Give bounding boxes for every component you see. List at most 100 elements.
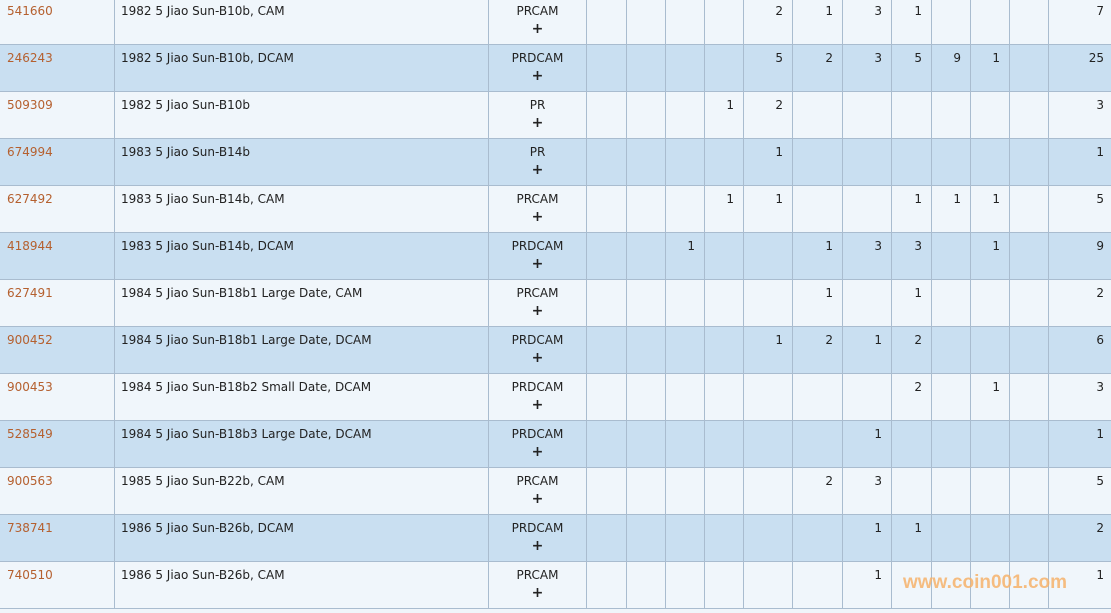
cert-id-link[interactable]: 900452 xyxy=(7,333,53,347)
total-cell: 6 xyxy=(1048,326,1111,374)
expand-plus-icon[interactable]: + xyxy=(531,209,544,225)
grade-count-cell xyxy=(586,185,627,233)
expand-plus-icon[interactable]: + xyxy=(531,538,544,554)
cert-id-link[interactable]: 738741 xyxy=(7,521,53,535)
grade-count-cell xyxy=(626,561,666,609)
grade-count-cell xyxy=(1009,279,1049,327)
expand-plus-icon[interactable]: + xyxy=(531,115,544,131)
cert-id-link[interactable]: 509309 xyxy=(7,98,53,112)
expand-plus-icon[interactable]: + xyxy=(531,397,544,413)
grade-count-cell xyxy=(586,561,627,609)
grade-count-cell xyxy=(586,232,627,280)
grade-count-cell xyxy=(970,91,1010,139)
cert-id-link[interactable]: 740510 xyxy=(7,568,53,582)
grade-count-cell: 1 xyxy=(704,185,744,233)
grade-count-cell xyxy=(1009,138,1049,186)
expand-plus-icon[interactable]: + xyxy=(531,491,544,507)
cert-id-link[interactable]: 627491 xyxy=(7,286,53,300)
grade-count-cell xyxy=(665,561,705,609)
grade-count-cell xyxy=(842,138,892,186)
total-cell: 9 xyxy=(1048,232,1111,280)
description-cell: 1982 5 Jiao Sun-B10b xyxy=(114,91,489,139)
cert-id-cell: 627491 xyxy=(0,279,115,327)
expand-plus-icon[interactable]: + xyxy=(531,21,544,37)
grade-count-cell: 1 xyxy=(665,232,705,280)
grade-count-cell xyxy=(665,467,705,515)
grade-count-cell: 1 xyxy=(970,185,1010,233)
grade-count-cell xyxy=(792,514,843,562)
expand-plus-icon[interactable]: + xyxy=(531,585,544,601)
grade-count-cell: 1 xyxy=(842,561,892,609)
grade-count-cell xyxy=(792,561,843,609)
grade-count-cell xyxy=(792,420,843,468)
grade-count-cell xyxy=(970,0,1010,45)
grade-count-cell xyxy=(891,561,932,609)
grade-count-cell xyxy=(970,326,1010,374)
expand-plus-icon[interactable]: + xyxy=(531,162,544,178)
grade-count-cell xyxy=(586,373,627,421)
designation-cell: PRDCAM + xyxy=(488,44,587,92)
description-cell: 1984 5 Jiao Sun-B18b2 Small Date, DCAM xyxy=(114,373,489,421)
designation-cell: PRCAM + xyxy=(488,467,587,515)
grade-count-cell: 2 xyxy=(792,326,843,374)
cert-id-link[interactable]: 900563 xyxy=(7,474,53,488)
cert-id-link[interactable]: 541660 xyxy=(7,4,53,18)
grade-count-cell: 3 xyxy=(842,44,892,92)
total-cell: 2 xyxy=(1048,279,1111,327)
cert-id-cell: 900563 xyxy=(0,467,115,515)
description-cell: 1984 5 Jiao Sun-B18b1 Large Date, DCAM xyxy=(114,326,489,374)
grade-count-cell xyxy=(665,420,705,468)
description-cell: 1984 5 Jiao Sun-B18b3 Large Date, DCAM xyxy=(114,420,489,468)
grade-count-cell xyxy=(704,373,744,421)
total-cell: 1 xyxy=(1048,561,1111,609)
grade-count-cell xyxy=(626,420,666,468)
grade-count-cell xyxy=(931,91,971,139)
grade-count-cell: 1 xyxy=(792,232,843,280)
cert-id-cell: 418944 xyxy=(0,232,115,280)
grade-count-cell xyxy=(665,326,705,374)
table-row: 528549 1984 5 Jiao Sun-B18b3 Large Date, … xyxy=(0,420,1111,468)
grade-count-cell xyxy=(970,467,1010,515)
grade-count-cell xyxy=(792,91,843,139)
grade-count-cell xyxy=(626,232,666,280)
grade-count-cell xyxy=(743,420,793,468)
grade-count-cell: 1 xyxy=(970,373,1010,421)
cert-id-link[interactable]: 900453 xyxy=(7,380,53,394)
grade-count-cell xyxy=(626,138,666,186)
grade-count-cell xyxy=(704,279,744,327)
cert-id-link[interactable]: 627492 xyxy=(7,192,53,206)
designation-label: PRDCAM xyxy=(511,51,564,65)
grade-count-cell: 3 xyxy=(842,232,892,280)
cert-id-link[interactable]: 418944 xyxy=(7,239,53,253)
grade-count-cell xyxy=(665,514,705,562)
grade-count-cell: 5 xyxy=(891,44,932,92)
grade-count-cell: 3 xyxy=(842,0,892,45)
total-cell: 1 xyxy=(1048,420,1111,468)
designation-cell: PRDCAM + xyxy=(488,326,587,374)
cert-id-cell: 900452 xyxy=(0,326,115,374)
grade-count-cell xyxy=(704,420,744,468)
expand-plus-icon[interactable]: + xyxy=(531,256,544,272)
grade-count-cell: 3 xyxy=(842,467,892,515)
description-cell: 1986 5 Jiao Sun-B26b, CAM xyxy=(114,561,489,609)
expand-plus-icon[interactable]: + xyxy=(531,444,544,460)
cert-id-link[interactable]: 528549 xyxy=(7,427,53,441)
cert-id-cell: 246243 xyxy=(0,44,115,92)
grade-count-cell xyxy=(665,373,705,421)
expand-plus-icon[interactable]: + xyxy=(531,350,544,366)
cert-id-cell: 674994 xyxy=(0,138,115,186)
grade-count-cell xyxy=(970,279,1010,327)
expand-plus-icon[interactable]: + xyxy=(531,303,544,319)
grade-count-cell: 9 xyxy=(931,44,971,92)
grade-count-cell: 3 xyxy=(891,232,932,280)
description-cell: 1983 5 Jiao Sun-B14b xyxy=(114,138,489,186)
grade-count-cell xyxy=(931,373,971,421)
cert-id-link[interactable]: 246243 xyxy=(7,51,53,65)
grade-count-cell xyxy=(931,420,971,468)
grade-count-cell xyxy=(1009,420,1049,468)
grade-count-cell xyxy=(931,467,971,515)
expand-plus-icon[interactable]: + xyxy=(531,68,544,84)
table-row: 509309 1982 5 Jiao Sun-B10b PR +1 2 3 xyxy=(0,91,1111,139)
cert-id-link[interactable]: 674994 xyxy=(7,145,53,159)
grade-count-cell xyxy=(1009,44,1049,92)
